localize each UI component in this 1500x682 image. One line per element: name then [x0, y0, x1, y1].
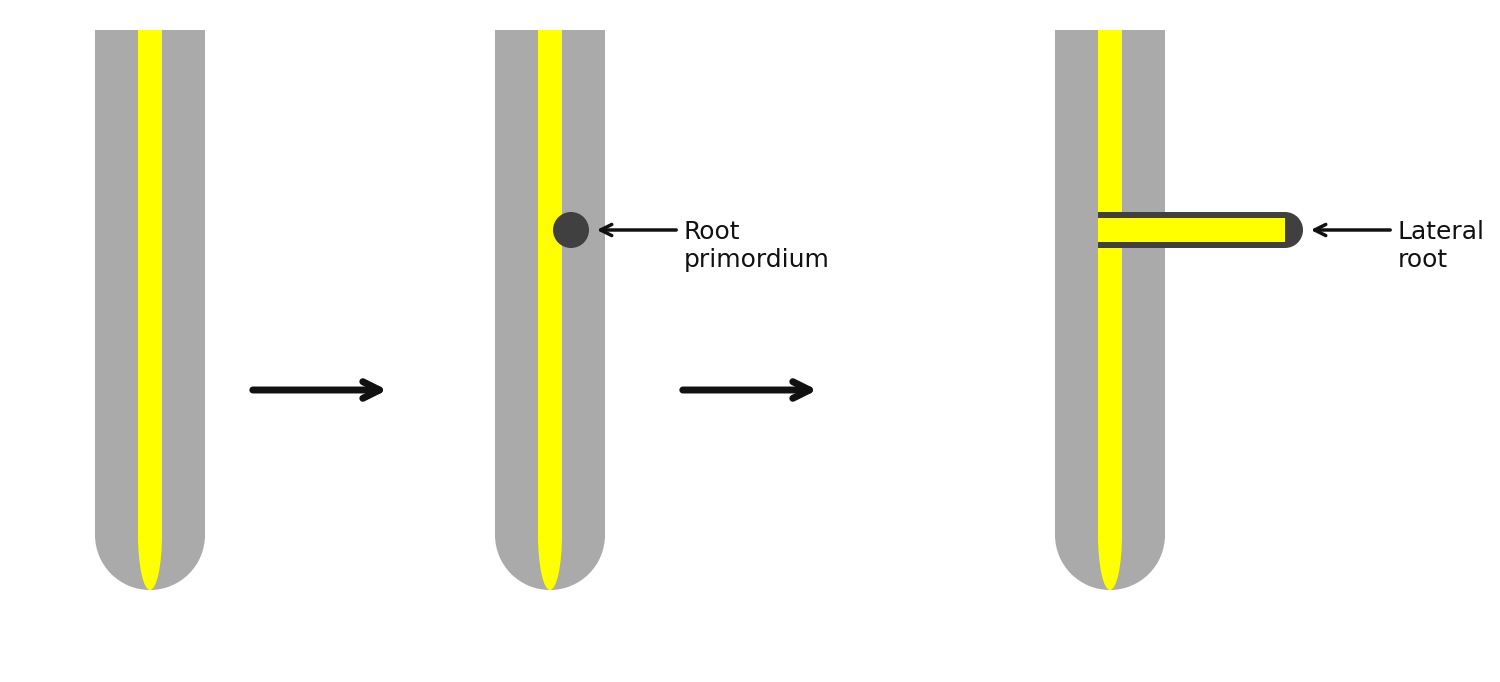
Ellipse shape [495, 480, 604, 590]
Bar [495, 30, 604, 535]
Bar [1098, 212, 1286, 248]
Bar [538, 30, 562, 535]
Ellipse shape [1054, 480, 1166, 590]
Bar [1054, 30, 1166, 535]
Bar [1098, 30, 1122, 535]
Text: Root
primordium: Root primordium [684, 220, 830, 272]
Bar [94, 30, 206, 535]
Ellipse shape [138, 480, 162, 590]
Ellipse shape [94, 480, 206, 590]
Ellipse shape [538, 480, 562, 590]
Bar [138, 30, 162, 535]
Ellipse shape [554, 212, 590, 248]
Text: Lateral
root: Lateral root [1398, 220, 1485, 272]
Ellipse shape [1098, 480, 1122, 590]
Ellipse shape [1268, 212, 1304, 248]
Bar [1098, 218, 1286, 242]
